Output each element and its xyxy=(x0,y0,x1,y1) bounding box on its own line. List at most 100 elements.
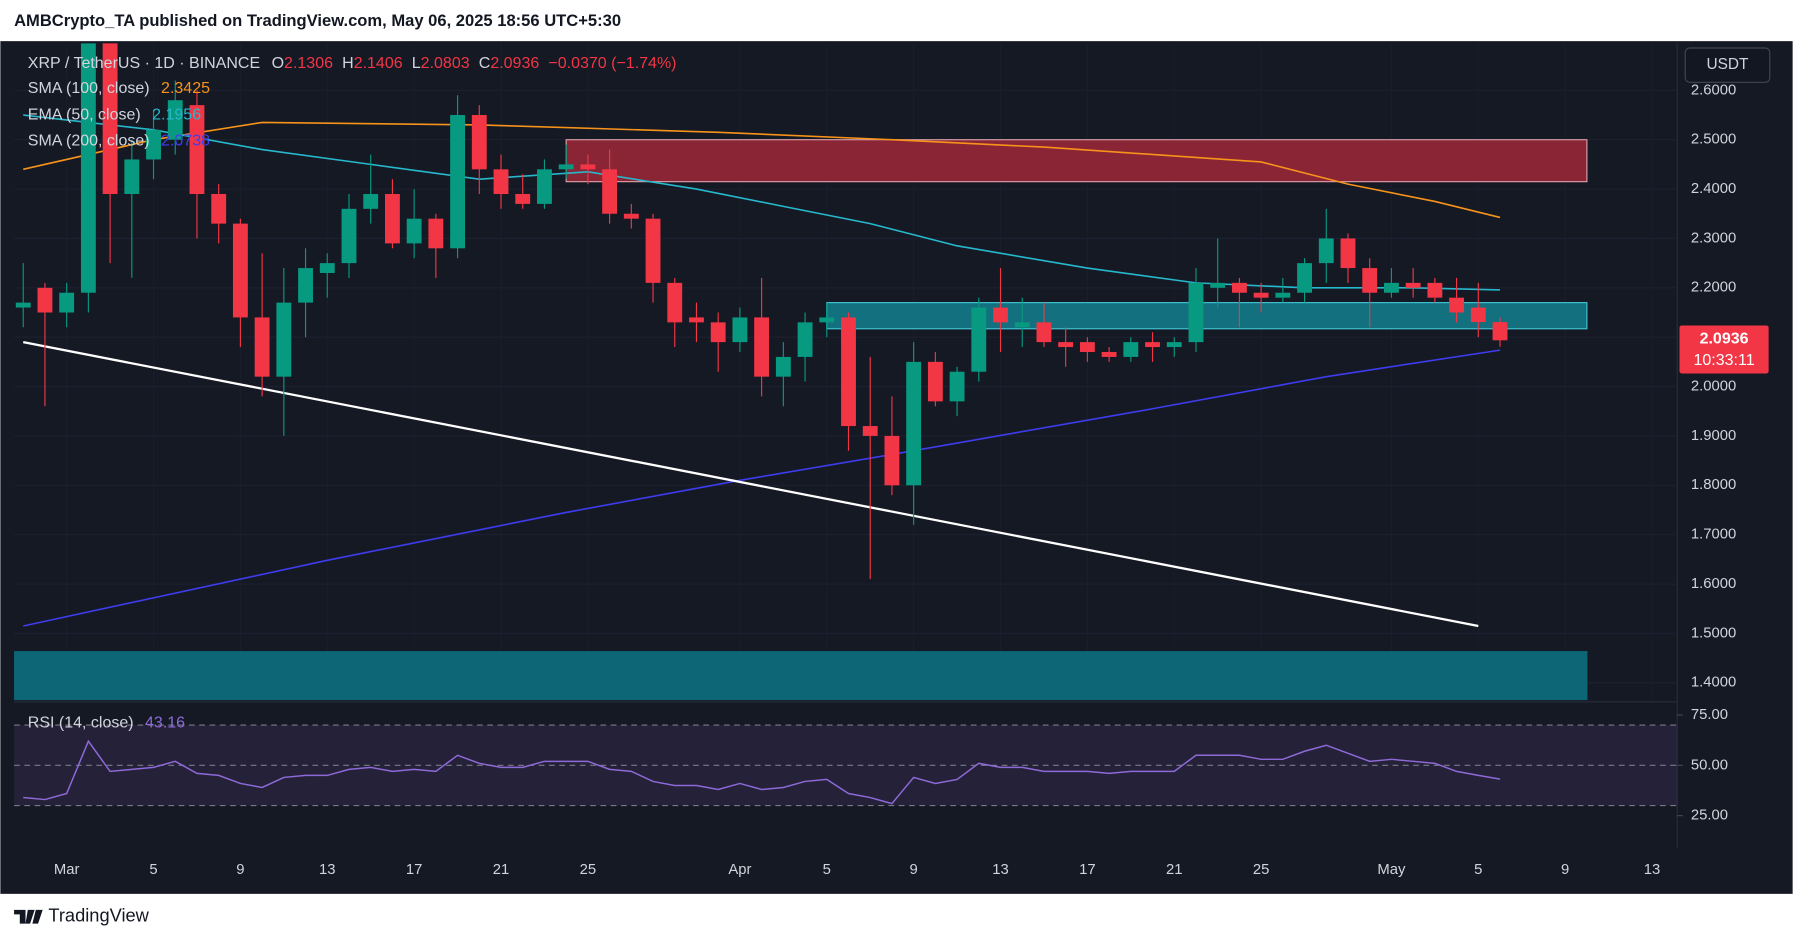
y-tick-label: 50.00 xyxy=(1691,757,1728,773)
y-tick-label: 1.7000 xyxy=(1691,527,1736,543)
candle-body xyxy=(884,435,900,486)
candle-body xyxy=(558,164,574,170)
candle-body xyxy=(1123,342,1139,357)
x-tick-label: 9 xyxy=(236,862,244,878)
currency-button[interactable] xyxy=(1684,47,1771,83)
candle-body xyxy=(59,292,75,313)
candle-body xyxy=(797,322,813,357)
trendline xyxy=(23,340,1479,628)
candle-body xyxy=(254,317,270,377)
ohlc-value: 2.0803 xyxy=(421,55,470,72)
candle-body xyxy=(363,194,379,209)
candle-body xyxy=(906,361,922,486)
candle-body xyxy=(37,287,53,313)
candle-body xyxy=(341,208,357,264)
candle-body xyxy=(15,302,31,308)
x-tick-label: 5 xyxy=(823,862,831,878)
last-price-box xyxy=(1679,325,1769,374)
rsi-legend: RSI (14, close) 43.16 xyxy=(28,715,185,732)
candle-body xyxy=(1427,282,1443,298)
candle-body xyxy=(80,43,96,293)
candle-body xyxy=(580,164,596,170)
candle-body xyxy=(1145,342,1160,348)
x-tick-label: 25 xyxy=(1253,862,1270,878)
rsi-value: 43.16 xyxy=(145,715,185,732)
x-tick-label: 21 xyxy=(1166,862,1183,878)
candle-body xyxy=(189,105,205,195)
candle-body xyxy=(1297,263,1312,293)
candle-body xyxy=(211,194,227,224)
candle-body xyxy=(645,218,661,283)
moving-average xyxy=(23,114,1501,291)
candle-body xyxy=(819,317,835,323)
candle-body xyxy=(384,194,400,244)
moving-average xyxy=(23,349,1501,627)
y-tick-label: 2.4000 xyxy=(1691,181,1736,197)
candle-body xyxy=(667,282,683,323)
y-tick-label: 2.3000 xyxy=(1691,230,1736,246)
x-tick-label: 9 xyxy=(1561,862,1569,878)
candle-body xyxy=(471,115,487,170)
candle-body xyxy=(1318,238,1334,264)
candle-body xyxy=(167,100,183,140)
y-tick-label: 1.8000 xyxy=(1691,477,1736,493)
indicator-value: 2.0738 xyxy=(161,133,210,150)
candle-body xyxy=(537,169,552,204)
candle-body xyxy=(862,426,878,436)
indicator-name: EMA (50, close) xyxy=(28,107,141,124)
rsi-line xyxy=(23,739,1501,805)
ohlc-letter: C xyxy=(479,55,491,72)
x-tick-label: Apr xyxy=(728,862,751,878)
candle-body xyxy=(493,169,509,195)
y-tick-label: 2.6000 xyxy=(1691,82,1736,98)
ohlc-value: 2.0936 xyxy=(490,55,539,72)
candle-body xyxy=(1405,282,1421,288)
y-tick-label: 2.2000 xyxy=(1691,280,1736,296)
y-tick-label: 1.4000 xyxy=(1691,675,1736,691)
x-tick-label: 13 xyxy=(319,862,336,878)
indicator-name: SMA (200, close) xyxy=(28,133,150,150)
x-tick-label: Mar xyxy=(54,862,80,878)
candle-body xyxy=(1470,307,1486,323)
candle-body xyxy=(319,263,335,273)
candle-body xyxy=(732,317,748,343)
candle-body xyxy=(1036,322,1052,343)
indicator-legend: EMA (50, close) 2.1956 xyxy=(28,107,201,124)
candle-body xyxy=(602,169,618,214)
y-tick-label: 25.00 xyxy=(1691,808,1728,824)
y-tick-label: 75.00 xyxy=(1691,707,1728,723)
main-pane xyxy=(14,43,1678,701)
y-tick-label: 1.6000 xyxy=(1691,576,1736,592)
candle-body xyxy=(232,223,248,318)
indicator-value: 2.1956 xyxy=(152,107,201,124)
x-tick-label: 25 xyxy=(580,862,597,878)
symbol-header: XRP / TetherUS · 1D · BINANCE O2.1306 H2.1… xyxy=(28,55,677,72)
x-tick-label: 5 xyxy=(1474,862,1482,878)
indicator-legend: SMA (200, close) 2.0738 xyxy=(28,133,210,150)
candle-body xyxy=(689,317,704,323)
candle-body xyxy=(1275,292,1291,298)
candle-body xyxy=(993,307,1008,323)
y-tick-label: 2.5000 xyxy=(1691,132,1736,148)
candle-body xyxy=(515,194,531,204)
publisher-line: AMBCrypto_TA published on TradingView.co… xyxy=(14,11,621,30)
candle-body xyxy=(1340,238,1356,269)
candle-body xyxy=(276,302,292,377)
x-tick-label: 13 xyxy=(992,862,1009,878)
indicator-name: SMA (100, close) xyxy=(28,80,150,97)
y-tick-label: 2.0000 xyxy=(1691,378,1736,394)
candle-body xyxy=(927,361,943,402)
candle-body xyxy=(971,307,987,372)
brand: TradingView xyxy=(14,905,150,926)
candle-body xyxy=(298,268,313,303)
x-tick-label: 9 xyxy=(910,862,918,878)
candle-body xyxy=(1253,292,1269,298)
indicator-legend: SMA (100, close) 2.3425 xyxy=(28,80,210,97)
ohlc-letter: H xyxy=(342,55,354,72)
rsi-pane xyxy=(14,724,1678,807)
brand-name: TradingView xyxy=(48,905,149,926)
zone xyxy=(565,139,1588,183)
x-tick-label: 5 xyxy=(149,862,157,878)
x-tick-label: 13 xyxy=(1644,862,1661,878)
candle-body xyxy=(1384,282,1399,293)
